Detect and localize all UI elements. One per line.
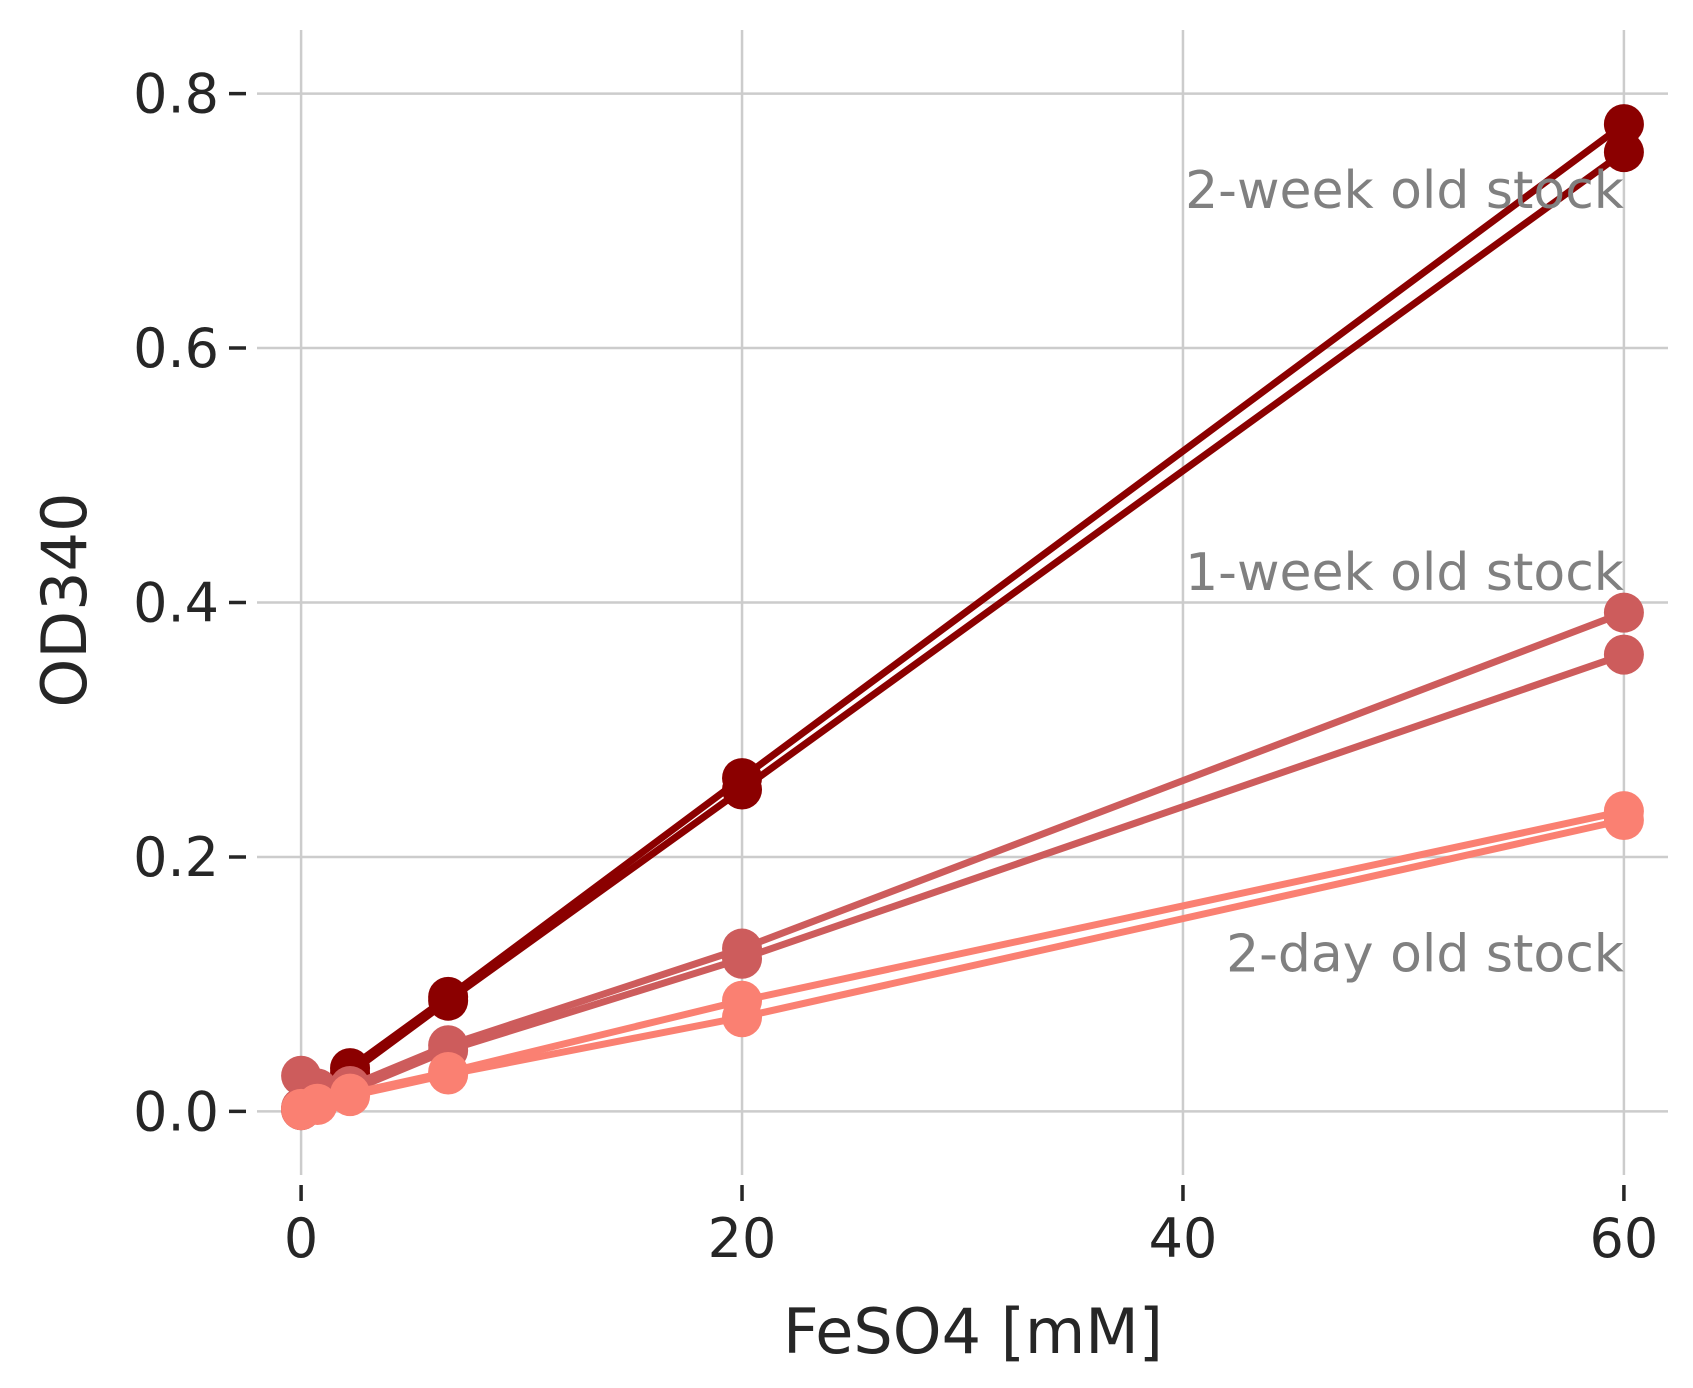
annotation-label: 2-day old stock — [1226, 924, 1624, 984]
data-point — [297, 1085, 338, 1126]
x-axis-label: FeSO4 [mM] — [783, 1295, 1163, 1368]
data-point — [1603, 634, 1644, 675]
data-point — [1603, 104, 1644, 145]
axis-ticks: 0 20 40 60 0.0 0.2 0.4 0.6 0.8 — [133, 63, 1658, 1270]
data-point — [722, 997, 763, 1038]
series-6 — [281, 800, 1644, 1131]
data-point — [428, 1054, 469, 1095]
y-tick-label: 0.4 — [133, 572, 219, 635]
y-tick-label: 0.8 — [133, 63, 219, 126]
x-tick-label: 60 — [1590, 1207, 1659, 1270]
data-point — [1603, 132, 1644, 173]
series-line — [297, 651, 1628, 1112]
x-tick-label: 0 — [284, 1207, 318, 1270]
data-point — [428, 980, 469, 1021]
annotation-label: 2-week old stock — [1185, 161, 1624, 221]
y-axis-label: OD340 — [28, 493, 101, 708]
x-tick-label: 40 — [1149, 1207, 1218, 1270]
data-point — [1603, 592, 1644, 633]
data-point — [722, 769, 763, 810]
data-point — [330, 1076, 371, 1117]
series-4 — [281, 634, 1644, 1128]
data-point — [1603, 800, 1644, 841]
y-tick-label: 0.2 — [133, 826, 219, 889]
y-tick-label: 0.6 — [133, 317, 219, 380]
data-series — [281, 104, 1644, 1131]
grid — [257, 30, 1668, 1175]
y-tick-label: 0.0 — [133, 1080, 219, 1143]
annotations: 2-week old stock 1-week old stock 2-day ol… — [1185, 161, 1624, 984]
data-point — [722, 938, 763, 979]
x-tick-label: 20 — [708, 1207, 777, 1270]
annotation-label: 1-week old stock — [1185, 543, 1624, 603]
